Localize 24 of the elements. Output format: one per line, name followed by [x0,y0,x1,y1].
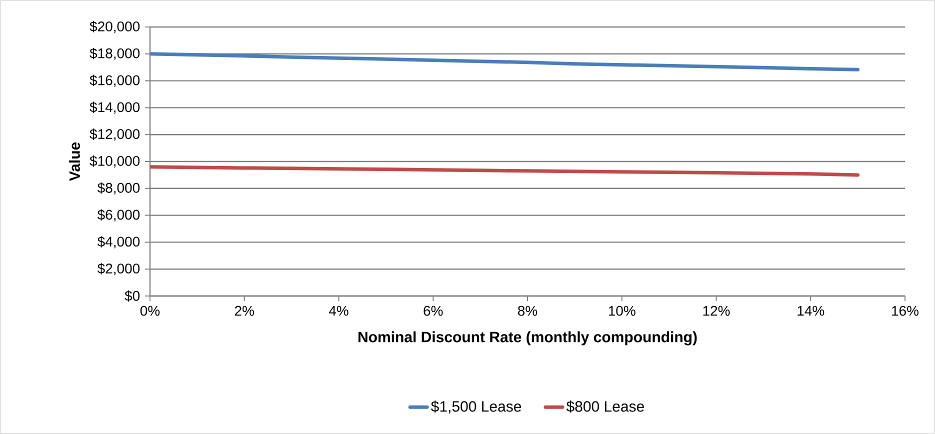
y-tick-label: $8,000 [97,182,140,194]
y-tick-label: $16,000 [90,74,140,87]
y-tick-label: $18,000 [90,48,140,60]
x-axis-title: Nominal Discount Rate (monthly compounding) [358,331,697,346]
y-tick-label: $10,000 [90,155,140,168]
y-tick-label: $14,000 [90,102,140,114]
x-tick-label: 14% [798,306,824,316]
y-axis-title: Value [68,142,80,181]
x-tick-label: 0% [140,306,160,316]
y-tick-label: $20,000 [90,20,140,34]
y-tick-label: $4,000 [97,236,140,248]
x-tick-label: 12% [703,306,730,316]
x-tick-label: 6% [424,306,443,316]
x-tick-label: 8% [518,306,538,316]
x-tick-label: 10% [608,306,636,316]
y-tick-label: $6,000 [97,209,140,222]
x-tick-label: 2% [234,306,254,316]
y-tick-label: $12,000 [90,128,140,141]
legend-label: $1,500 Lease [431,400,522,414]
y-tick-label: $0 [124,290,140,302]
x-tick-label: 16% [892,306,919,316]
y-tick-label: $2,000 [97,263,140,276]
legend-label: $800 Lease [566,400,644,413]
x-tick-label: 4% [328,306,348,316]
